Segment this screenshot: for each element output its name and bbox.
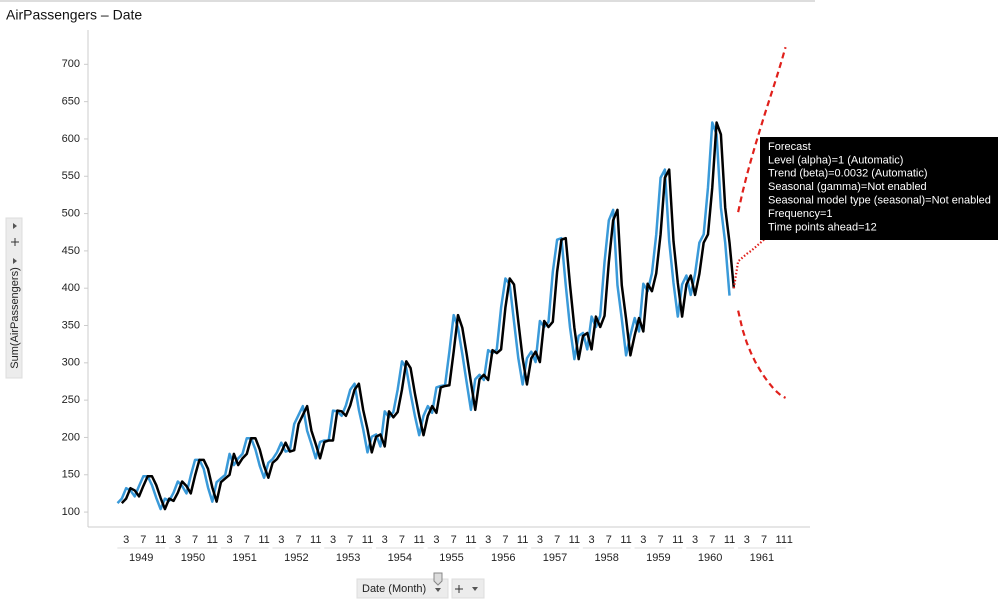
y-tick-label: 250 [62, 394, 80, 406]
x-tick-label: 1 [787, 534, 793, 546]
x-group-label: 1949 [129, 552, 153, 564]
x-tick-label: 11 [155, 534, 166, 546]
series-line [737, 310, 787, 399]
series-line [116, 121, 731, 511]
x-tick-label: 3 [692, 534, 698, 546]
x-tick-label: 3 [537, 534, 543, 546]
x-tick-label: 7 [140, 534, 146, 546]
tooltip-line: Seasonal (gamma)=Not enabled [768, 181, 927, 193]
x-tick-label: 11 [258, 534, 269, 546]
x-group-label: 1957 [543, 552, 567, 564]
x-tick-label: 3 [123, 534, 129, 546]
x-tick-label: 11 [620, 534, 631, 546]
left-controls: Sum(AirPassengers) [5, 217, 23, 379]
y-tick-label: 350 [62, 319, 80, 331]
x-tick-label: 11 [672, 534, 683, 546]
x-group-label: 1959 [646, 552, 670, 564]
x-tick-label: 7 [658, 534, 664, 546]
y-tick-label: 200 [62, 431, 80, 443]
x-tick-label: 7 [347, 534, 353, 546]
x-tick-label: 7 [399, 534, 405, 546]
y-tick-label: 300 [62, 357, 80, 369]
series-line [737, 46, 787, 213]
axis-selector[interactable] [356, 578, 449, 599]
dropdown-arrow[interactable] [472, 587, 478, 591]
plot-area [116, 46, 787, 511]
y-tick-label: 550 [62, 170, 80, 182]
tooltip-line: Frequency=1 [768, 208, 833, 220]
x-axis-label[interactable]: Date (Month) [362, 583, 426, 595]
tooltip-box [760, 137, 998, 240]
x-tick-label: 7 [606, 534, 612, 546]
expand-arrow[interactable] [13, 223, 17, 229]
tooltip-line: Trend (beta)=0.0032 (Automatic) [768, 168, 927, 180]
y-tick-label: 500 [62, 207, 80, 219]
x-selector: Date (Month) [356, 572, 485, 599]
x-tick-label: 11 [413, 534, 424, 546]
x-group-label: 1954 [388, 552, 412, 564]
x-tick-label: 3 [485, 534, 491, 546]
slider-knob[interactable] [433, 572, 443, 586]
add-button[interactable] [11, 238, 19, 246]
x-tick-label: 3 [278, 534, 284, 546]
x-tick-label: 3 [330, 534, 336, 546]
chart-title: AirPassengers – Date [6, 7, 142, 23]
x-tick-label: 7 [451, 534, 457, 546]
tooltip-line: Forecast [768, 141, 811, 153]
x-tick-label: 11 [310, 534, 321, 546]
x-tick-label: 7 [295, 534, 301, 546]
y-axis-label[interactable]: Sum(AirPassengers) [9, 267, 21, 368]
x-group-label: 1951 [232, 552, 256, 564]
x-tick-label: 7 [554, 534, 560, 546]
tooltip-line: Time points ahead=12 [768, 221, 877, 233]
x-group-label: 1961 [750, 552, 774, 564]
x-group-label: 1952 [284, 552, 308, 564]
x-group-label: 1950 [181, 552, 205, 564]
x-tick-label: 11 [465, 534, 476, 546]
x-tick-label: 3 [744, 534, 750, 546]
x-tick-label: 7 [761, 534, 767, 546]
x-tick-label: 11 [724, 534, 735, 546]
x-tick-label: 11 [776, 534, 787, 546]
add-axis[interactable] [451, 578, 485, 599]
x-group-label: 1958 [594, 552, 618, 564]
x-tick-label: 11 [362, 534, 373, 546]
y-tick-label: 650 [62, 96, 80, 108]
x-tick-label: 3 [589, 534, 595, 546]
dropdown-arrow[interactable] [435, 588, 441, 592]
add-icon [455, 585, 463, 593]
y-tick-label: 450 [62, 245, 80, 257]
x-tick-label: 3 [382, 534, 388, 546]
expand-arrow[interactable] [13, 258, 17, 264]
x-tick-label: 3 [175, 534, 181, 546]
x-group-label: 1953 [336, 552, 360, 564]
x-tick-label: 11 [207, 534, 218, 546]
series-line [120, 121, 736, 511]
y-tick-label: 100 [62, 506, 80, 518]
y-tick-label: 400 [62, 282, 80, 294]
x-tick-label: 7 [502, 534, 508, 546]
x-tick-label: 3 [640, 534, 646, 546]
y-tick-label: 700 [62, 58, 80, 70]
x-group-label: 1960 [698, 552, 722, 564]
tooltip-line: Level (alpha)=1 (Automatic) [768, 154, 903, 166]
x-tick-label: 7 [192, 534, 198, 546]
x-group-label: 1956 [491, 552, 515, 564]
x-group-label: 1955 [439, 552, 463, 564]
control-strip [5, 217, 23, 379]
x-tick-label: 11 [569, 534, 580, 546]
tooltip-line: Seasonal model type (seasonal)=Not enabl… [768, 195, 991, 207]
y-tick-label: 150 [62, 469, 80, 481]
x-tick-label: 7 [709, 534, 715, 546]
x-tick-label: 7 [244, 534, 250, 546]
x-tick-label: 3 [433, 534, 439, 546]
y-tick-label: 600 [62, 133, 80, 145]
x-tick-label: 3 [227, 534, 233, 546]
x-tick-label: 11 [517, 534, 528, 546]
